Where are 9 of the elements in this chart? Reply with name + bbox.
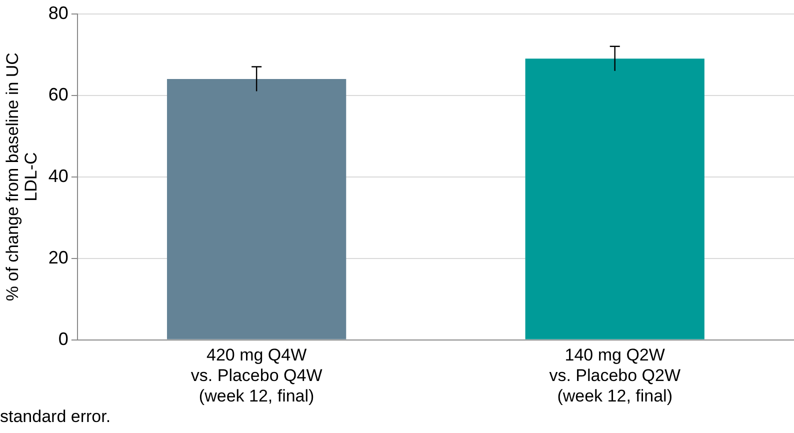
y-tick-label: 80 — [48, 2, 68, 23]
y-tick-label: 60 — [48, 84, 68, 104]
y-axis-title: % of change from baseline in UC LDL-C — [3, 52, 41, 302]
x-tick-label: 420 mg Q4W vs. Placebo Q4W (week 12, final) — [190, 346, 322, 406]
y-tick-label: 0 — [58, 328, 68, 349]
x-tick-label: 140 mg Q2W vs. Placebo Q2W (week 12, final) — [549, 346, 681, 406]
y-tick-label: 20 — [48, 247, 68, 268]
text: standard error. — [0, 407, 111, 427]
y-tick-label: 40 — [48, 166, 68, 186]
